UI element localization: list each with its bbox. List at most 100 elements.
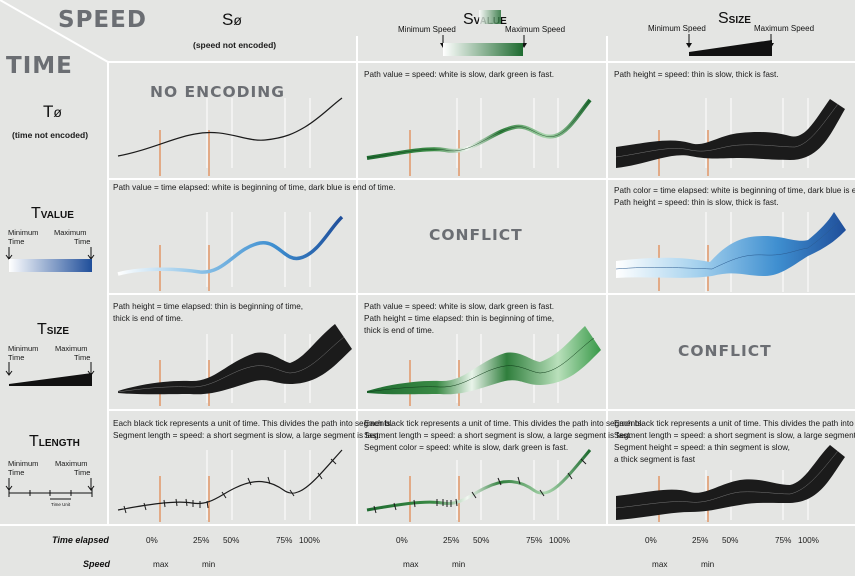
speed-max-label: max [153, 560, 168, 569]
cell-guide-lines [159, 98, 809, 522]
row-header-t-value: TVALUE Minimum Time Maximum Time [5, 205, 95, 272]
row-header-t-length: TLENGTH Minimum Time Maximum Time Time U… [5, 433, 95, 507]
tick-label: 50% [473, 536, 489, 545]
path-time-color-speed-size [616, 212, 846, 278]
r3-min1: Minimum [8, 459, 38, 468]
speed-max-label: max [403, 560, 418, 569]
time-axis-title: TIME [6, 53, 73, 79]
path-time-color-core [615, 220, 841, 270]
tick-label: 75% [775, 536, 791, 545]
cell-conflict-2: CONFLICT [678, 342, 772, 360]
r3-symbol: T [29, 433, 39, 450]
path-speed-size-core [615, 103, 839, 158]
col2-min-label: Minimum Speed [648, 24, 706, 33]
speed-axis-title: SPEED [58, 7, 147, 33]
col0-note: (speed not encoded) [193, 40, 276, 50]
col1-max-label: Maximum Speed [505, 25, 565, 34]
path-speed-value-time-size [367, 326, 601, 395]
cell-sv-ts-desc-3: thick is end of time. [364, 326, 434, 335]
r2-small: SIZE [47, 326, 70, 337]
svg-text:Sø: Sø [222, 10, 242, 29]
speed-value-gradient-legend [443, 43, 523, 56]
r3-small: LENGTH [39, 438, 80, 449]
length-color-ticks [373, 458, 587, 514]
cell-no-encoding: NO ENCODING [150, 83, 285, 101]
cell-s-value-desc: Path value = speed: white is slow, dark … [364, 70, 554, 79]
tick-label: 0% [146, 536, 158, 545]
r1-max1: Maximum [54, 228, 87, 237]
cell-tv-ss-desc-1: Path color = time elapsed: white is begi… [614, 186, 855, 195]
tick-label: 100% [299, 536, 320, 545]
cell-s-size-desc: Path height = speed: thin is slow, thick… [614, 70, 779, 79]
footer-speed-label: Speed [83, 559, 111, 569]
path-speed-value-core [366, 99, 591, 159]
tick-label: 25% [692, 536, 708, 545]
row-header-t-size: TSIZE Minimum Time Maximum Time [5, 321, 95, 386]
tick-label: 75% [276, 536, 292, 545]
tick-label: 0% [396, 536, 408, 545]
r1-symbol: T [31, 205, 41, 222]
r2-symbol: T [37, 321, 47, 338]
path-length-size [616, 445, 845, 520]
tick-label: 25% [443, 536, 459, 545]
r0-note: (time not encoded) [12, 130, 88, 140]
cell-t-size-desc-1: Path height = time elapsed: thin is begi… [113, 302, 303, 311]
cell-sl-ss-desc-1: Each black tick represents a unit of tim… [614, 419, 855, 428]
col0-slash: ø [233, 12, 242, 28]
time-unit-ruler [8, 489, 93, 500]
svg-text:TVALUE: TVALUE [31, 205, 74, 222]
column-header-s-value: SVALUE Minimum Speed Maximum Speed [398, 10, 565, 56]
col2-symbol: S [718, 10, 729, 27]
path-speed-size [616, 99, 845, 168]
path-plain-line [117, 97, 343, 157]
cell-t-value-desc: Path value = time elapsed: white is begi… [113, 183, 395, 192]
cell-tv-ss-desc-2: Path height = speed: thin is slow, thick… [614, 198, 779, 207]
column-header-s-size: SSIZE Minimum Speed Maximum Speed [648, 10, 814, 56]
time-value-gradient-legend [9, 259, 92, 272]
r1-min1: Minimum [8, 228, 38, 237]
cell-t-length-desc-2: Segment length = speed: a short segment … [113, 431, 381, 440]
tick-label: 0% [645, 536, 657, 545]
r0-slash: ø [53, 104, 62, 120]
svg-text:Tø: Tø [43, 102, 62, 121]
r2-min2: Time [8, 353, 24, 362]
tick-label: 50% [223, 536, 239, 545]
r3-max2: Time [74, 468, 90, 477]
speed-max-label: max [652, 560, 667, 569]
footer-axis: Time elapsed Speed 0% 25% 50% 75% 100% m… [52, 535, 819, 569]
cell-sl-sc-desc-1: Each black tick represents a unit of tim… [364, 419, 644, 428]
cell-sl-sc-desc-2: Segment length = speed: a short segment … [364, 431, 632, 440]
tick-label: 100% [798, 536, 819, 545]
path-sv-ts-core [366, 337, 595, 393]
cell-sl-ss-desc-2: Segment length = speed: a short segment … [614, 431, 855, 440]
path-time-length [117, 449, 343, 511]
col1-min-label: Minimum Speed [398, 25, 456, 34]
svg-text:TSIZE: TSIZE [37, 321, 69, 338]
cell-sv-ts-desc-2: Path height = time elapsed: thin is begi… [364, 314, 554, 323]
col1-symbol: S [463, 11, 474, 28]
r1-small: VALUE [41, 210, 74, 221]
speed-min-label: min [452, 560, 466, 569]
cell-sv-ts-desc-1: Path value = speed: white is slow, dark … [364, 302, 554, 311]
r0-symbol: T [43, 102, 53, 121]
cell-conflict-1: CONFLICT [429, 226, 523, 244]
grid-lines [0, 0, 855, 526]
svg-text:TLENGTH: TLENGTH [29, 433, 80, 450]
tick-label: 75% [526, 536, 542, 545]
row-header-t-none: Tø (time not encoded) [12, 102, 88, 140]
time-size-wedge-legend [9, 373, 92, 386]
r2-max1: Maximum [55, 344, 88, 353]
time-unit-label: Time Unit [51, 502, 71, 507]
cell-t-size-desc-2: thick is end of time. [113, 314, 183, 323]
r3-min2: Time [8, 468, 24, 477]
r2-max2: Time [74, 353, 90, 362]
path-time-size [118, 324, 352, 395]
speed-min-label: min [202, 560, 216, 569]
path-speed-value [366, 98, 592, 160]
r2-min1: Minimum [8, 344, 38, 353]
cell-sl-sc-desc-3: Segment color = speed: white is slow, da… [364, 443, 568, 452]
cell-sl-ss-desc-3: Segment height = speed: a thin segment i… [614, 443, 790, 452]
path-length-color [366, 449, 592, 512]
r1-min2: Time [8, 237, 24, 246]
